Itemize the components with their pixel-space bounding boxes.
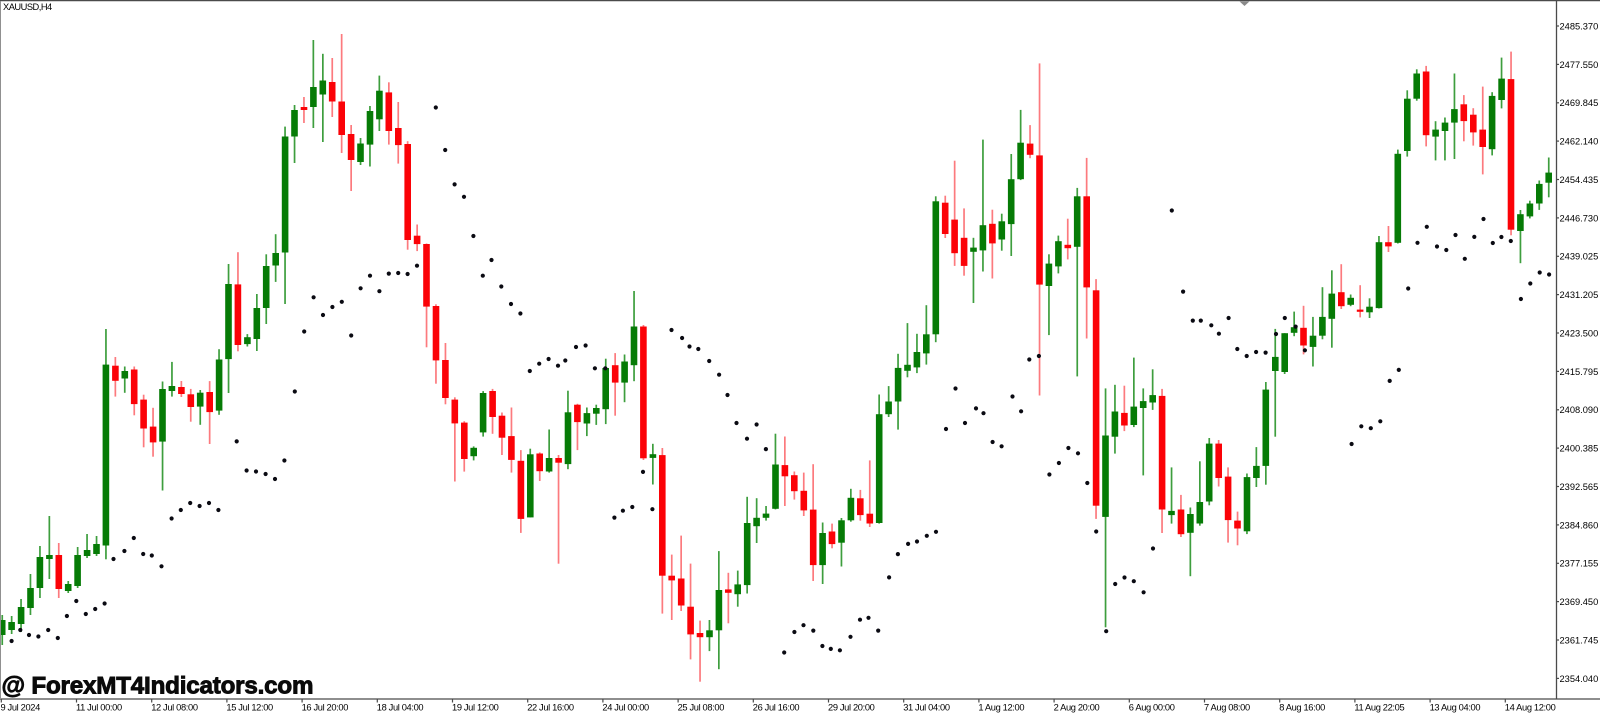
svg-text:16 Jul 20:00: 16 Jul 20:00: [302, 702, 349, 712]
svg-text:2454.435: 2454.435: [1560, 175, 1599, 185]
svg-text:14 Aug 12:00: 14 Aug 12:00: [1505, 702, 1556, 712]
svg-text:2392.565: 2392.565: [1560, 482, 1599, 492]
svg-text:24 Jul 00:00: 24 Jul 00:00: [602, 702, 649, 712]
svg-text:2384.860: 2384.860: [1560, 520, 1599, 530]
svg-text:19 Jul 12:00: 19 Jul 12:00: [452, 702, 499, 712]
svg-text:2439.025: 2439.025: [1560, 252, 1599, 262]
svg-text:22 Jul 16:00: 22 Jul 16:00: [527, 702, 574, 712]
svg-text:2400.385: 2400.385: [1560, 444, 1599, 454]
svg-text:18 Jul 04:00: 18 Jul 04:00: [377, 702, 424, 712]
svg-text:25 Jul 08:00: 25 Jul 08:00: [678, 702, 725, 712]
svg-text:2 Aug 20:00: 2 Aug 20:00: [1054, 702, 1100, 712]
svg-text:13 Aug 04:00: 13 Aug 04:00: [1430, 702, 1481, 712]
svg-text:2462.140: 2462.140: [1560, 137, 1599, 147]
svg-text:XAUUSD,H4: XAUUSD,H4: [3, 2, 52, 12]
svg-text:8 Aug 16:00: 8 Aug 16:00: [1279, 702, 1325, 712]
svg-text:1 Aug 12:00: 1 Aug 12:00: [978, 702, 1024, 712]
svg-text:@ ForexMT4Indicators.com: @ ForexMT4Indicators.com: [2, 673, 314, 700]
svg-text:31 Jul 04:00: 31 Jul 04:00: [903, 702, 950, 712]
svg-text:12 Jul 08:00: 12 Jul 08:00: [151, 702, 198, 712]
svg-text:9 Jul 2024: 9 Jul 2024: [1, 702, 41, 712]
svg-text:26 Jul 16:00: 26 Jul 16:00: [753, 702, 800, 712]
svg-text:2446.730: 2446.730: [1560, 213, 1599, 223]
svg-text:2485.370: 2485.370: [1560, 21, 1599, 31]
svg-text:2408.090: 2408.090: [1560, 405, 1599, 415]
svg-text:29 Jul 20:00: 29 Jul 20:00: [828, 702, 875, 712]
svg-text:15 Jul 12:00: 15 Jul 12:00: [226, 702, 273, 712]
svg-text:2377.155: 2377.155: [1560, 559, 1599, 569]
svg-text:7 Aug 08:00: 7 Aug 08:00: [1204, 702, 1250, 712]
svg-text:2431.205: 2431.205: [1560, 290, 1599, 300]
svg-text:2354.040: 2354.040: [1560, 674, 1599, 684]
svg-text:6 Aug 00:00: 6 Aug 00:00: [1129, 702, 1175, 712]
svg-text:2361.745: 2361.745: [1560, 635, 1599, 645]
svg-text:2423.500: 2423.500: [1560, 328, 1599, 338]
svg-text:2469.845: 2469.845: [1560, 98, 1599, 108]
svg-text:2415.795: 2415.795: [1560, 367, 1599, 377]
svg-text:2369.450: 2369.450: [1560, 597, 1599, 607]
svg-text:11 Aug 22:05: 11 Aug 22:05: [1354, 702, 1404, 712]
svg-text:11 Jul 00:00: 11 Jul 00:00: [76, 702, 122, 712]
svg-text:2477.550: 2477.550: [1560, 60, 1599, 70]
